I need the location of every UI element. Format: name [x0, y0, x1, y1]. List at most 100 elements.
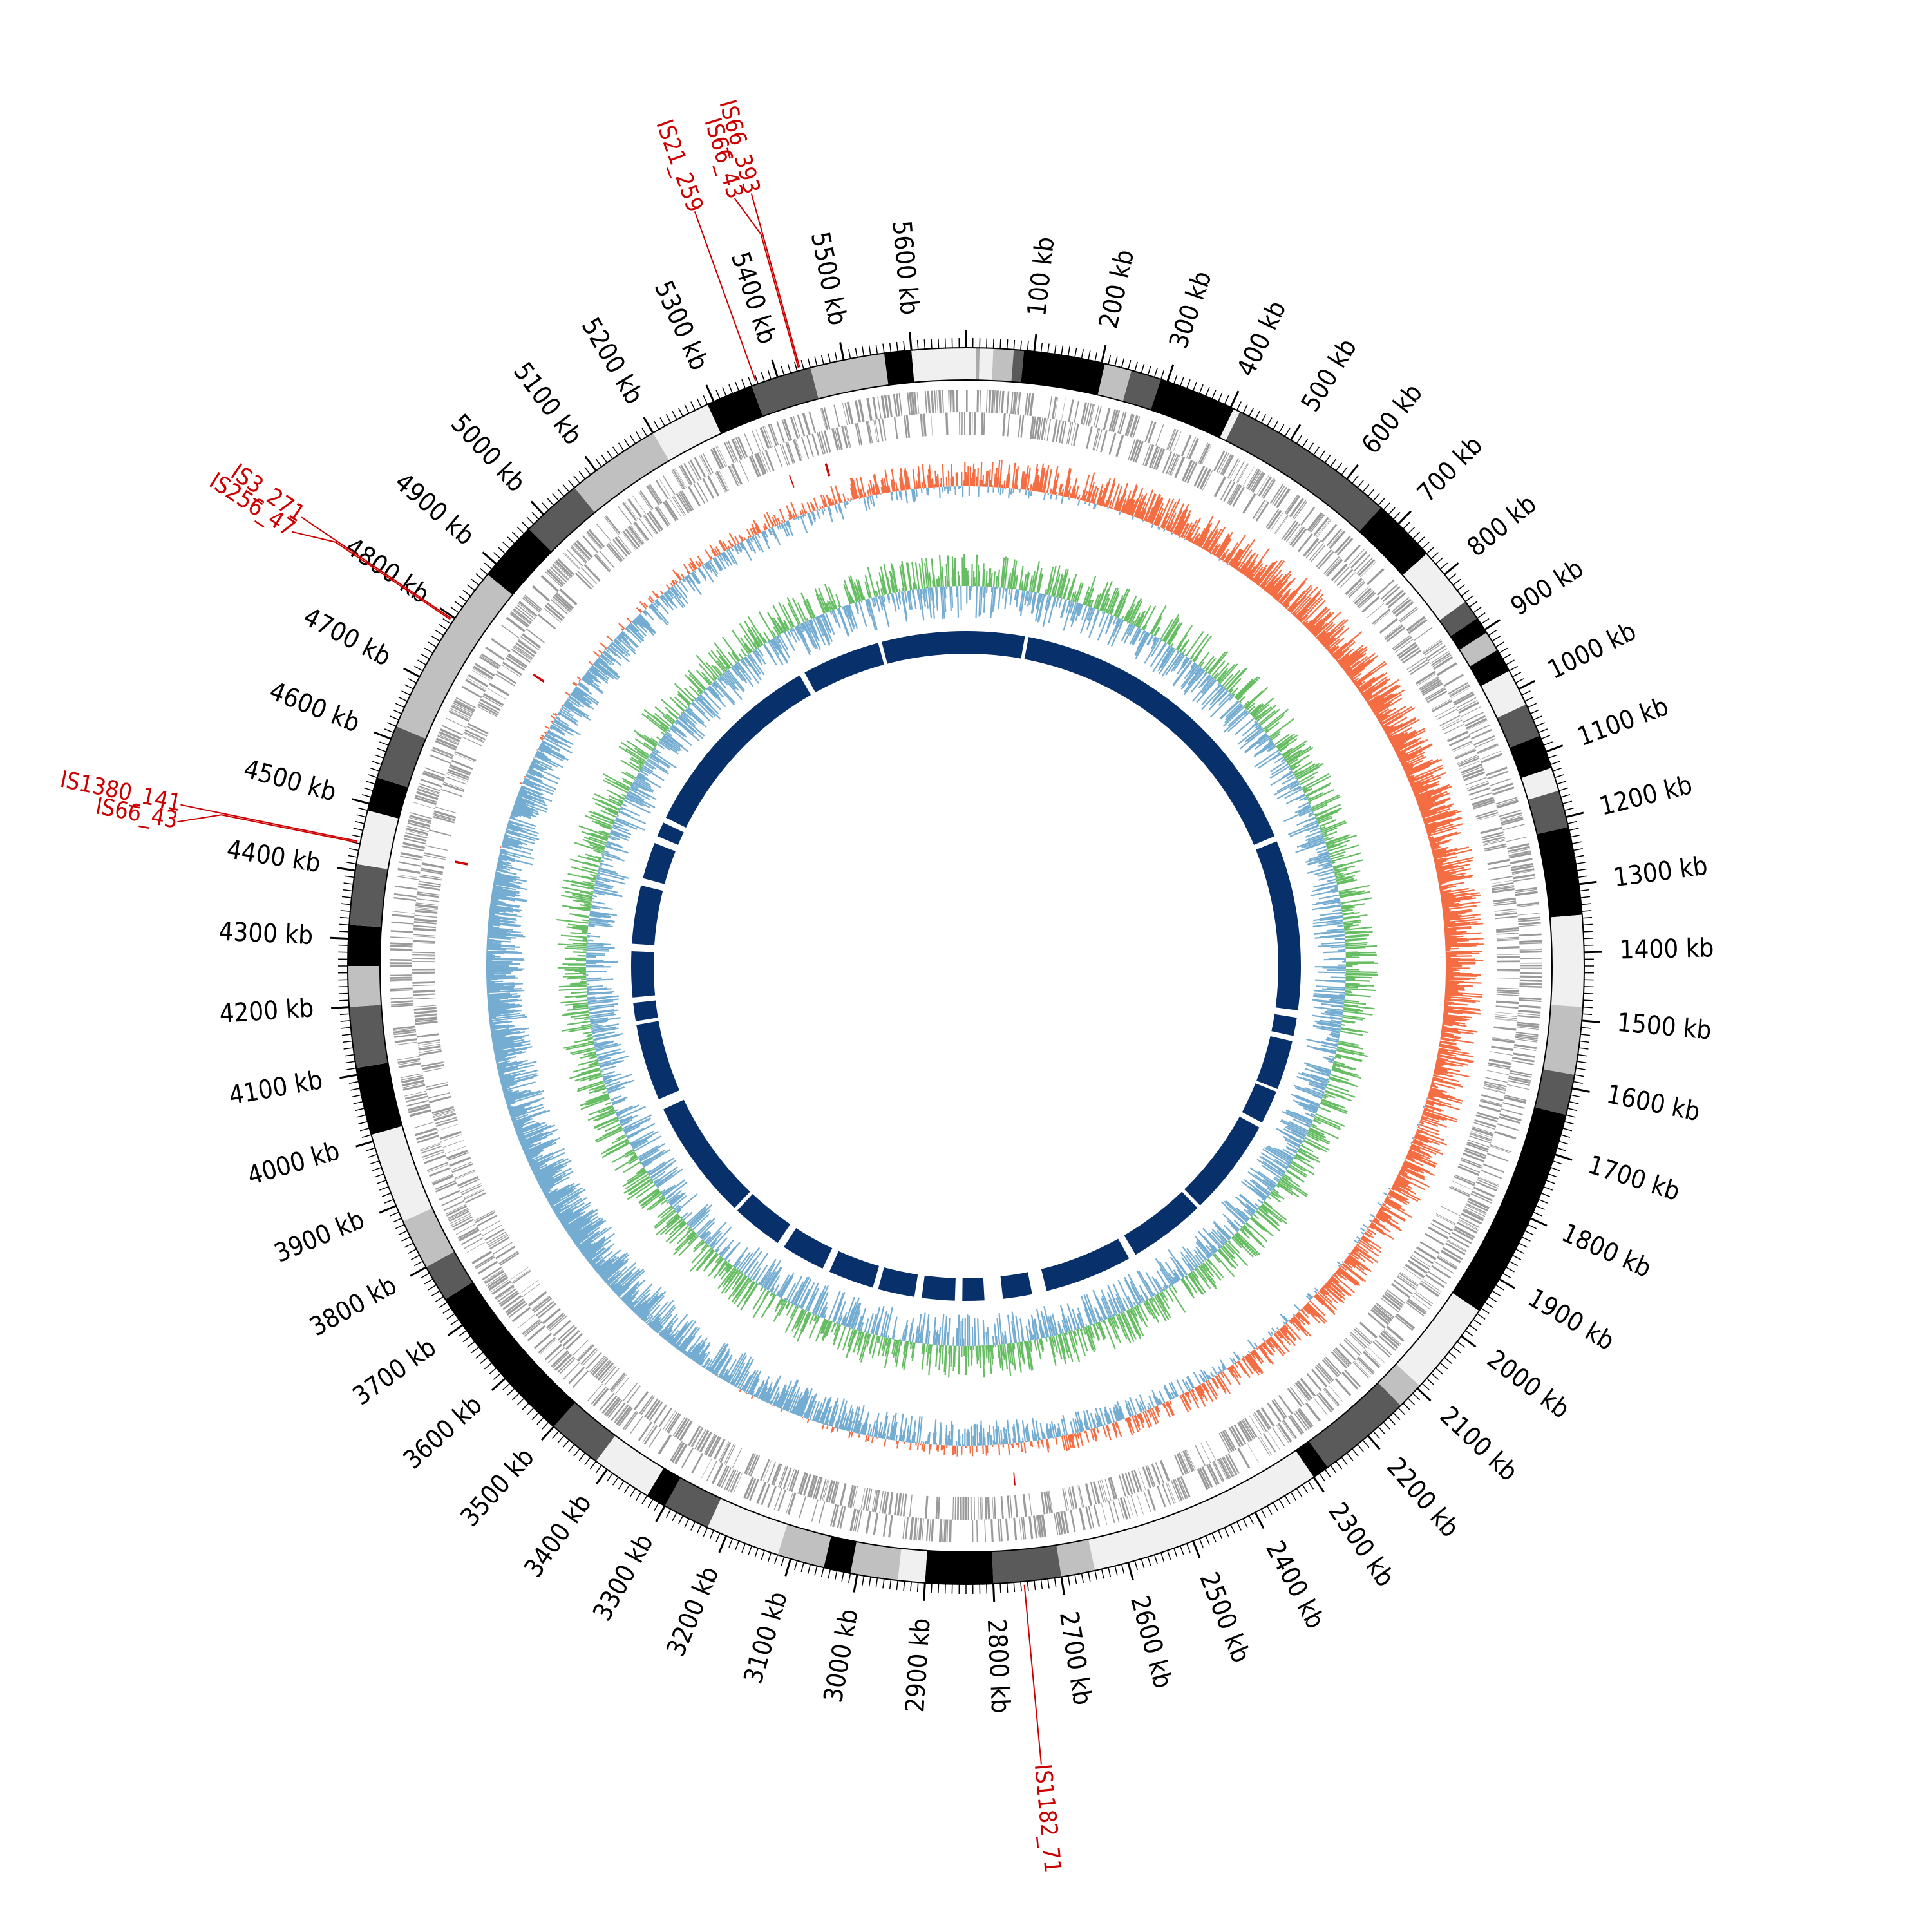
gc-skew-bar	[694, 1354, 700, 1362]
gc-skew-bar	[1115, 501, 1121, 511]
minor-tick	[754, 1548, 759, 1558]
minor-tick	[442, 1307, 451, 1314]
gene-feature	[423, 855, 446, 860]
gc-skew-bar	[1171, 1392, 1175, 1399]
gc-skew-bar	[1399, 750, 1423, 762]
gc-skew-bar	[1227, 1367, 1235, 1378]
gc-skew-bar	[1021, 471, 1025, 490]
gc-skew-bar	[499, 1072, 521, 1079]
gc-skew-bar	[488, 915, 516, 920]
minor-tick	[511, 531, 520, 539]
gc-skew-bar	[1019, 489, 1021, 493]
gc-skew-bar	[598, 1256, 620, 1275]
gc-skew-bar	[1421, 1116, 1426, 1120]
gc-skew-bar	[650, 1317, 660, 1329]
gc-skew-bar	[545, 1184, 570, 1199]
gene-feature	[1519, 999, 1542, 1003]
gene-feature	[1126, 1495, 1134, 1518]
gene-feature	[666, 1412, 680, 1433]
gc-skew-bar	[766, 511, 774, 527]
gene-feature	[737, 436, 748, 458]
gc-skew-bar	[502, 840, 519, 846]
gc-skew-bar	[492, 1037, 522, 1044]
gc-skew-bar	[588, 1258, 593, 1264]
gc-skew-bar	[918, 1416, 923, 1444]
gc-skew-bar	[1439, 1043, 1459, 1048]
minor-tick	[1469, 1324, 1478, 1331]
major-tick	[491, 1378, 506, 1392]
gc-skew-bar	[537, 1169, 563, 1183]
gene-feature	[1217, 1459, 1228, 1480]
gene-feature	[464, 1192, 486, 1204]
gc-skew-bar	[1289, 587, 1313, 613]
gc-skew-bar	[652, 1304, 676, 1331]
gc-skew-bar	[627, 625, 645, 641]
minor-tick	[431, 636, 440, 642]
gc-skew-bar	[1253, 1343, 1258, 1348]
gc-skew-bar	[1133, 1415, 1141, 1431]
major-tick	[1578, 880, 1597, 886]
minor-tick	[938, 338, 940, 348]
gc-skew-bar	[609, 1279, 619, 1289]
gc-skew-bar	[1408, 766, 1444, 783]
gene-feature	[1252, 1413, 1265, 1433]
gc-skew-bar	[1379, 721, 1383, 724]
gc-skew-bar	[1400, 752, 1426, 764]
gc-skew-bar	[1422, 1112, 1444, 1121]
gene-feature	[513, 608, 532, 624]
minor-tick	[1412, 1393, 1421, 1401]
gc-skew-bar	[505, 831, 536, 842]
gc-skew-bar	[1030, 490, 1032, 497]
gc-skew-bar	[1197, 1385, 1205, 1397]
major-tick	[1416, 1387, 1432, 1402]
minor-tick	[1540, 1192, 1551, 1197]
ideogram-band	[402, 1208, 455, 1267]
gene-feature	[449, 1157, 471, 1167]
gene-feature	[1519, 962, 1542, 964]
gene-feature	[1334, 1349, 1350, 1366]
gc-skew-bar	[1177, 509, 1191, 536]
gc-skew-bar	[625, 1291, 639, 1305]
gc-skew-bar	[987, 1432, 989, 1446]
gene-feature	[488, 1276, 509, 1291]
gene-feature	[1464, 715, 1486, 727]
minor-tick	[368, 774, 377, 779]
gc-skew-bar	[1118, 1409, 1123, 1420]
gc-skew-bar	[1030, 484, 1032, 491]
gene-feature	[1375, 1304, 1394, 1320]
gene-feature	[390, 1000, 413, 1004]
gc-skew-bar	[711, 1368, 715, 1374]
gc-skew-bar	[1191, 541, 1194, 544]
gene-feature	[1500, 815, 1522, 822]
gc-skew-bar	[1244, 560, 1256, 576]
gene-feature	[613, 1404, 628, 1423]
gene-feature	[715, 446, 726, 468]
gc-skew-bar	[694, 1349, 705, 1363]
gene-feature	[1201, 1466, 1213, 1488]
gene-feature	[415, 907, 438, 910]
minor-tick	[401, 690, 411, 696]
gc-skew-bar	[495, 871, 502, 875]
gc-skew-bar	[1409, 1147, 1433, 1159]
gc-skew-bar	[507, 1106, 513, 1109]
gc-skew-bar	[1377, 1211, 1389, 1220]
gene-feature	[1496, 799, 1518, 806]
gene-feature	[417, 1039, 440, 1045]
gc-skew-bar	[1280, 594, 1289, 604]
gc-skew-bar	[781, 519, 784, 523]
gc-skew-bar	[1384, 1200, 1399, 1209]
gc-skew-bar	[488, 1007, 510, 1012]
gene-feature	[744, 1452, 755, 1475]
gene-feature	[412, 942, 435, 944]
gc-skew-bar	[992, 1426, 996, 1445]
gene-feature	[895, 393, 900, 417]
gene-feature	[638, 491, 652, 511]
gc-skew-bar	[498, 855, 515, 860]
gc-skew-bar	[856, 1420, 860, 1434]
gc-skew-bar	[1382, 1202, 1387, 1206]
gene-feature	[983, 412, 985, 435]
gc-skew-bar	[1426, 1100, 1444, 1107]
minor-tick	[431, 1290, 440, 1296]
minor-tick	[1464, 595, 1473, 602]
gc-skew-bar	[1399, 1171, 1430, 1188]
